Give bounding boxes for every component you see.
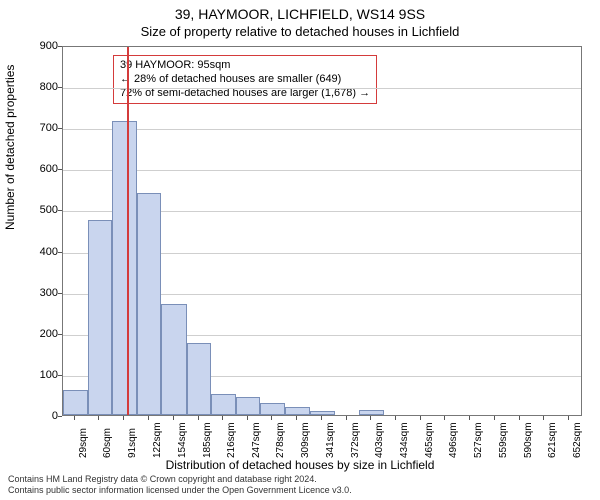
y-tick-label: 200 xyxy=(18,328,58,340)
x-tick-label: 122sqm xyxy=(152,422,163,458)
x-tick-mark xyxy=(296,416,297,420)
histogram-bar xyxy=(137,193,162,415)
histogram-bar xyxy=(211,394,236,415)
y-tick-mark xyxy=(58,252,62,253)
footer-line2: Contains public sector information licen… xyxy=(8,485,352,496)
histogram-bar xyxy=(285,407,310,415)
x-tick-label: 496sqm xyxy=(448,422,459,458)
chart-container: 39, HAYMOOR, LICHFIELD, WS14 9SS Size of… xyxy=(0,0,600,500)
histogram-bar xyxy=(310,411,335,415)
x-tick-label: 621sqm xyxy=(547,422,558,458)
y-tick-mark xyxy=(58,128,62,129)
x-tick-label: 652sqm xyxy=(572,422,583,458)
x-tick-mark xyxy=(469,416,470,420)
x-tick-label: 60sqm xyxy=(102,428,113,458)
x-tick-label: 590sqm xyxy=(523,422,534,458)
histogram-bar xyxy=(63,390,88,415)
gridline xyxy=(63,129,581,130)
x-tick-mark xyxy=(543,416,544,420)
x-tick-label: 372sqm xyxy=(350,422,361,458)
histogram-bar xyxy=(236,397,261,416)
footer-line1: Contains HM Land Registry data © Crown c… xyxy=(8,474,352,485)
annotation-line1: 39 HAYMOOR: 95sqm xyxy=(120,59,370,73)
x-tick-label: 91sqm xyxy=(127,428,138,458)
chart-title-line2: Size of property relative to detached ho… xyxy=(0,24,600,39)
y-tick-label: 800 xyxy=(18,81,58,93)
y-tick-label: 600 xyxy=(18,163,58,175)
y-tick-mark xyxy=(58,46,62,47)
footer-attribution: Contains HM Land Registry data © Crown c… xyxy=(8,474,352,496)
y-tick-mark xyxy=(58,375,62,376)
x-tick-mark xyxy=(123,416,124,420)
x-tick-label: 465sqm xyxy=(424,422,435,458)
x-tick-mark xyxy=(346,416,347,420)
histogram-bar xyxy=(187,343,212,415)
chart-title-line1: 39, HAYMOOR, LICHFIELD, WS14 9SS xyxy=(0,6,600,22)
x-tick-mark xyxy=(395,416,396,420)
x-tick-label: 341sqm xyxy=(325,422,336,458)
plot-area: 39 HAYMOOR: 95sqm ← 28% of detached hous… xyxy=(62,46,582,416)
x-tick-label: 527sqm xyxy=(473,422,484,458)
x-tick-label: 29sqm xyxy=(78,428,89,458)
histogram-bar xyxy=(359,410,384,415)
gridline xyxy=(63,170,581,171)
y-tick-label: 500 xyxy=(18,204,58,216)
x-tick-label: 278sqm xyxy=(275,422,286,458)
x-tick-label: 216sqm xyxy=(226,422,237,458)
y-tick-mark xyxy=(58,87,62,88)
x-tick-mark xyxy=(148,416,149,420)
histogram-bar xyxy=(112,121,137,415)
x-tick-mark xyxy=(247,416,248,420)
x-tick-mark xyxy=(420,416,421,420)
x-tick-label: 309sqm xyxy=(300,422,311,458)
x-tick-mark xyxy=(173,416,174,420)
y-tick-label: 700 xyxy=(18,122,58,134)
x-axis-label: Distribution of detached houses by size … xyxy=(0,458,600,472)
x-tick-mark xyxy=(271,416,272,420)
x-tick-mark xyxy=(370,416,371,420)
y-tick-label: 400 xyxy=(18,246,58,258)
annotation-line2: ← 28% of detached houses are smaller (64… xyxy=(120,73,370,87)
x-tick-mark xyxy=(321,416,322,420)
x-tick-mark xyxy=(74,416,75,420)
y-tick-mark xyxy=(58,210,62,211)
annotation-box: 39 HAYMOOR: 95sqm ← 28% of detached hous… xyxy=(113,55,377,104)
x-tick-mark xyxy=(198,416,199,420)
y-tick-label: 100 xyxy=(18,369,58,381)
histogram-bar xyxy=(260,403,285,415)
x-tick-label: 559sqm xyxy=(498,422,509,458)
x-tick-mark xyxy=(98,416,99,420)
x-tick-mark xyxy=(568,416,569,420)
x-tick-label: 185sqm xyxy=(202,422,213,458)
x-tick-mark xyxy=(494,416,495,420)
x-tick-mark xyxy=(519,416,520,420)
y-tick-mark xyxy=(58,416,62,417)
x-tick-label: 247sqm xyxy=(251,422,262,458)
histogram-bar xyxy=(88,220,113,415)
y-tick-label: 0 xyxy=(18,410,58,422)
histogram-bar xyxy=(161,304,186,415)
x-tick-label: 403sqm xyxy=(374,422,385,458)
y-axis-label: Number of detached properties xyxy=(3,65,17,230)
y-tick-mark xyxy=(58,293,62,294)
y-tick-mark xyxy=(58,169,62,170)
x-tick-mark xyxy=(222,416,223,420)
y-tick-mark xyxy=(58,334,62,335)
y-tick-label: 300 xyxy=(18,287,58,299)
gridline xyxy=(63,88,581,89)
y-tick-label: 900 xyxy=(18,40,58,52)
reference-marker-line xyxy=(127,47,129,415)
x-tick-mark xyxy=(444,416,445,420)
x-tick-label: 154sqm xyxy=(177,422,188,458)
x-tick-label: 434sqm xyxy=(399,422,410,458)
